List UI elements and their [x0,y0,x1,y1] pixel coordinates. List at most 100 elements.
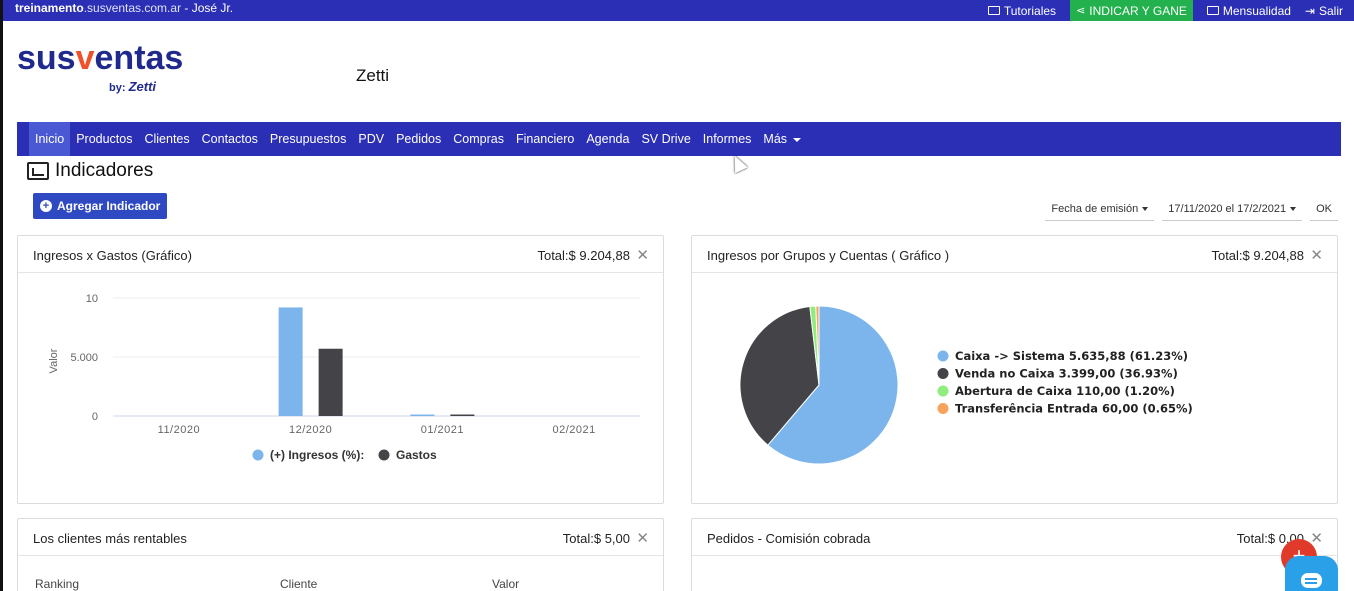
close-icon[interactable]: ✕ [636,530,649,547]
nav-item-inicio[interactable]: Inicio [29,122,71,156]
page-title: Indicadores [27,160,153,182]
header: susventas by: Zetti Zetti [3,21,1354,122]
date-range-label: 17/11/2020 el 17/2/2021 [1168,203,1287,215]
ok-label: OK [1316,203,1332,215]
card-clientes-rentables: Los clientes más rentables Total:$ 5,00 … [17,518,664,591]
y-axis-label: Valor [48,348,60,373]
dashboard-icon [27,162,49,180]
card-pedidos-comision: Pedidos - Comisión cobrada Total:$ 0,00 … [691,518,1338,591]
tutoriales-link[interactable]: Tutoriales [987,3,1057,18]
mensualidad-link[interactable]: Mensualidad [1206,3,1291,18]
legend-marker [937,350,949,362]
site-domain: .susventas.com.ar [83,1,182,15]
top-bar-actions: Tutoriales ⋖ INDICAR Y GANE Mensualidad … [987,0,1354,21]
tutoriales-label: Tutoriales [1003,3,1057,18]
nav-item-financiero[interactable]: Financiero [515,132,575,146]
card-title: Ingresos x Gastos (Gráfico) [33,248,192,263]
logo-zetti: Zetti [128,79,157,94]
salir-label: Salir [1318,3,1343,18]
card-grupos-cuentas: Ingresos por Grupos y Cuentas ( Gráfico … [691,235,1338,504]
legend-label: Gastos [396,448,437,462]
y-tick-label: 5.000 [70,352,98,364]
pie-slice [767,305,899,465]
card-total: Total:$ 9.204,88 [537,248,630,263]
y-tick-label: 0 [92,411,98,423]
legend-label: Transferência Entrada 60,00 (0.65%) [955,402,1193,416]
nav-item-informes[interactable]: Informes [702,132,752,146]
nav-item-presupuestos[interactable]: Presupuestos [269,132,347,146]
chat-button[interactable] [1285,556,1338,591]
nav-item-mas[interactable]: Más [757,122,807,156]
site-info: treinamento.susventas.com.ar - José Jr. [15,1,233,15]
share-icon: ⋖ [1076,5,1086,17]
nav-item-pdv[interactable]: PDV [358,132,385,146]
bar-gastos [450,414,475,416]
caret-down-icon [1142,207,1149,211]
logo-by: by: Zetti [109,79,156,94]
x-tick-label: 02/2021 [552,424,595,436]
nav-item-compras[interactable]: Compras [453,132,504,146]
logo-part-v: v [75,39,95,77]
card-total: Total:$ 9.204,88 [1211,248,1304,263]
legend-label: Venda no Caixa 3.399,00 (36.93%) [955,367,1178,381]
legend-marker [937,368,949,379]
plus-circle-icon: + [40,200,52,212]
card-header: Ingresos por Grupos y Cuentas ( Gráfico … [692,236,1337,273]
card-header: Ingresos x Gastos (Gráfico) Total:$ 9.20… [18,236,663,273]
top-bar: treinamento.susventas.com.ar - José Jr. … [3,0,1354,21]
nav-item-sv-drive[interactable]: SV Drive [641,132,691,146]
close-icon[interactable]: ✕ [636,247,649,264]
salir-link[interactable]: ⇥ Salir [1305,4,1343,18]
x-tick-label: 11/2020 [158,424,200,436]
indicar-y-gane-button[interactable]: ⋖ INDICAR Y GANE [1070,0,1193,21]
add-indicator-button[interactable]: + Agregar Indicador [33,193,168,219]
pie-slice [739,305,820,446]
close-icon[interactable]: ✕ [1310,247,1323,264]
chat-icon [1301,573,1322,588]
nav-item-pedidos[interactable]: Pedidos [396,132,442,146]
logo-part-1: sus [17,39,76,77]
nav-mas-label: Más [763,132,788,146]
ok-button[interactable]: OK [1310,203,1338,221]
caret-down-icon [1290,207,1297,211]
nav-item-productos[interactable]: Productos [76,132,133,146]
nav-item-clientes[interactable]: Clientes [144,132,190,146]
column-header-cliente: Cliente [280,577,318,591]
x-tick-label: 12/2020 [289,424,332,436]
logo-wordmark: susventas [17,41,183,75]
legend-marker [378,449,390,461]
page-title-text: Indicadores [55,160,154,181]
video-icon [987,6,1000,15]
site-domain-bold: treinamento [15,1,84,15]
card-total: Total:$ 5,00 [562,531,630,546]
date-filters: Fecha de emisión 17/11/2020 el 17/2/2021… [1045,203,1338,221]
bar-ingresos [278,307,303,416]
susventas-logo[interactable]: susventas by: Zetti [17,41,183,94]
date-type-dropdown[interactable]: Fecha de emisión [1045,203,1155,221]
main-nav: Inicio Productos Clientes Contactos Pres… [17,122,1341,156]
mensualidad-label: Mensualidad [1222,3,1291,18]
logo-by-label: by: [109,82,126,94]
card-header: Los clientes más rentables Total:$ 5,00 … [18,519,663,556]
add-indicator-label: Agregar Indicador [57,199,161,213]
card-ingresos-gastos: Ingresos x Gastos (Gráfico) Total:$ 9.20… [17,235,664,504]
bar-ingresos [410,414,435,416]
card-title: Ingresos por Grupos y Cuentas ( Gráfico … [707,248,950,263]
indicar-label: INDICAR Y GANE [1089,3,1187,18]
close-icon[interactable]: ✕ [1310,530,1323,547]
company-name: Zetti [356,66,390,85]
legend-marker [252,449,264,461]
bar-gastos [318,348,343,416]
caret-down-icon [793,137,802,142]
card-header: Pedidos - Comisión cobrada Total:$ 0,00 … [692,519,1337,556]
date-range-dropdown[interactable]: 17/11/2020 el 17/2/2021 [1162,203,1303,221]
legend-marker [937,403,949,414]
legend-label: Caixa -> Sistema 5.635,88 (61.23%) [955,349,1188,363]
column-header-ranking: Ranking [35,577,80,591]
nav-item-agenda[interactable]: Agenda [586,132,630,146]
nav-item-contactos[interactable]: Contactos [201,132,258,146]
date-type-label: Fecha de emisión [1051,203,1139,215]
card-title: Pedidos - Comisión cobrada [707,531,871,546]
credit-card-icon [1206,6,1219,15]
